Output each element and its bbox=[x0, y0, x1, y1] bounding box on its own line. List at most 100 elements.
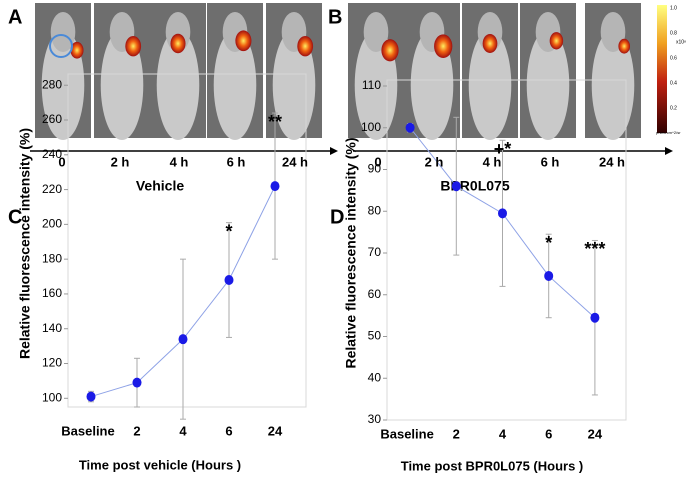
panel-label: C bbox=[8, 206, 22, 228]
timeline-label: 24 h bbox=[282, 154, 308, 169]
data-point bbox=[451, 181, 461, 192]
roi bbox=[49, 34, 73, 58]
data-point bbox=[590, 312, 600, 323]
y-tick-label: 90 bbox=[368, 162, 382, 176]
mouse-head bbox=[50, 12, 76, 52]
colorbar-tick: 0.6 bbox=[670, 55, 677, 61]
x-tick-label: 6 bbox=[545, 426, 552, 441]
x-tick-label: 4 bbox=[499, 426, 507, 441]
data-point bbox=[405, 122, 415, 133]
y-tick-label: 60 bbox=[368, 287, 382, 301]
signal bbox=[381, 39, 399, 62]
y-tick-label: 110 bbox=[362, 78, 381, 92]
signal bbox=[235, 30, 252, 52]
x-tick-label: 2 bbox=[133, 423, 140, 438]
panel-label: D bbox=[330, 206, 344, 228]
y-tick-label: 200 bbox=[42, 217, 62, 231]
mouse bbox=[272, 30, 316, 140]
x-tick-label: Baseline bbox=[380, 426, 433, 441]
signal bbox=[549, 32, 564, 50]
colorbar bbox=[657, 5, 667, 133]
timeline-label: 2 h bbox=[111, 154, 130, 169]
x-axis-title: Time post BPR0L075 (Hours ) bbox=[401, 458, 584, 473]
data-point bbox=[224, 275, 234, 286]
y-tick-label: 50 bbox=[368, 329, 382, 343]
timeline-label: 6 h bbox=[227, 154, 246, 169]
data-point bbox=[544, 270, 554, 281]
timeline-title: BPR0L075 bbox=[440, 178, 509, 194]
signal bbox=[170, 33, 186, 54]
mouse bbox=[100, 30, 144, 140]
colorbar-tick: 0.4 bbox=[670, 80, 677, 86]
signal bbox=[434, 34, 453, 59]
timeline-title: Vehicle bbox=[136, 178, 184, 194]
significance-label: *** bbox=[584, 239, 605, 259]
x-tick-label: 6 bbox=[225, 423, 232, 438]
colorbar-unit: x10⁸ bbox=[676, 39, 686, 45]
y-tick-label: 220 bbox=[42, 182, 62, 196]
mouse-head bbox=[600, 12, 626, 52]
significance-label: ** bbox=[268, 112, 282, 132]
mouse bbox=[156, 30, 200, 140]
mouse-head bbox=[363, 12, 389, 52]
timeline-label: 0 bbox=[374, 154, 381, 169]
y-tick-label: 100 bbox=[42, 390, 62, 404]
colorbar-tick: 0.8 bbox=[670, 30, 677, 36]
x-tick-label: Baseline bbox=[61, 423, 114, 438]
timeline-label: 6 h bbox=[541, 154, 560, 169]
y-tick-label: 100 bbox=[361, 120, 381, 134]
mouse bbox=[526, 30, 570, 140]
signal bbox=[70, 41, 84, 59]
arrow-head bbox=[330, 147, 338, 155]
y-tick-label: 180 bbox=[42, 251, 62, 265]
photos bbox=[35, 3, 641, 140]
y-tick-label: 40 bbox=[368, 370, 382, 384]
colorbar-label: p/sec/cm^2/sr bbox=[656, 130, 681, 135]
plot-frame bbox=[386, 79, 627, 421]
x-tick-label: 4 bbox=[179, 423, 187, 438]
data-point bbox=[270, 181, 280, 192]
colorbar-tick: 0.2 bbox=[670, 105, 677, 111]
x-tick-label: 2 bbox=[453, 426, 460, 441]
x-axis-title: Time post vehicle (Hours ) bbox=[79, 457, 241, 472]
y-tick-label: 140 bbox=[42, 321, 62, 335]
y-tick-label: 120 bbox=[42, 356, 62, 370]
y-axis-title: Relative fluorescence intensity (%) bbox=[343, 137, 359, 368]
data-point bbox=[86, 391, 96, 402]
y-tick-label: 160 bbox=[42, 286, 62, 300]
y-tick-label: 70 bbox=[368, 245, 382, 259]
timeline-label: 2 h bbox=[425, 154, 444, 169]
timeline-label: 4 h bbox=[483, 154, 502, 169]
plot-frame bbox=[67, 73, 307, 408]
x-tick-label: 24 bbox=[588, 426, 603, 441]
signal bbox=[482, 34, 498, 53]
y-tick-label: 80 bbox=[368, 203, 382, 217]
significance-label: +* bbox=[494, 139, 512, 159]
data-point bbox=[498, 208, 507, 219]
signal bbox=[125, 36, 142, 57]
mouse bbox=[213, 30, 257, 140]
panel-label: A bbox=[8, 6, 22, 28]
arrow-head bbox=[665, 147, 673, 155]
significance-label: * bbox=[225, 221, 232, 241]
y-tick-label: 240 bbox=[42, 147, 62, 161]
timeline-label: 24 h bbox=[599, 154, 625, 169]
timeline-label: 4 h bbox=[170, 154, 189, 169]
signal bbox=[297, 36, 314, 57]
timeline-label: 0 bbox=[58, 154, 65, 169]
y-tick-label: 280 bbox=[42, 77, 62, 91]
data-point bbox=[132, 377, 142, 388]
y-tick-label: 30 bbox=[368, 412, 382, 426]
y-axis-title: Relative fluorescence intensity (%) bbox=[17, 128, 33, 359]
colorbar-labels: 1.0 0.8 0.6 0.4 0.2 x10⁸ p/sec/cm^2/sr bbox=[656, 5, 686, 135]
signal bbox=[618, 38, 630, 54]
x-tick-label: 24 bbox=[268, 423, 283, 438]
mouse bbox=[591, 30, 635, 140]
colorbar-tick: 1.0 bbox=[670, 5, 677, 11]
data-point bbox=[178, 334, 188, 345]
significance-label: * bbox=[545, 233, 552, 253]
panel-label: B bbox=[328, 6, 342, 28]
mouse bbox=[468, 30, 512, 140]
y-tick-label: 260 bbox=[42, 112, 62, 126]
